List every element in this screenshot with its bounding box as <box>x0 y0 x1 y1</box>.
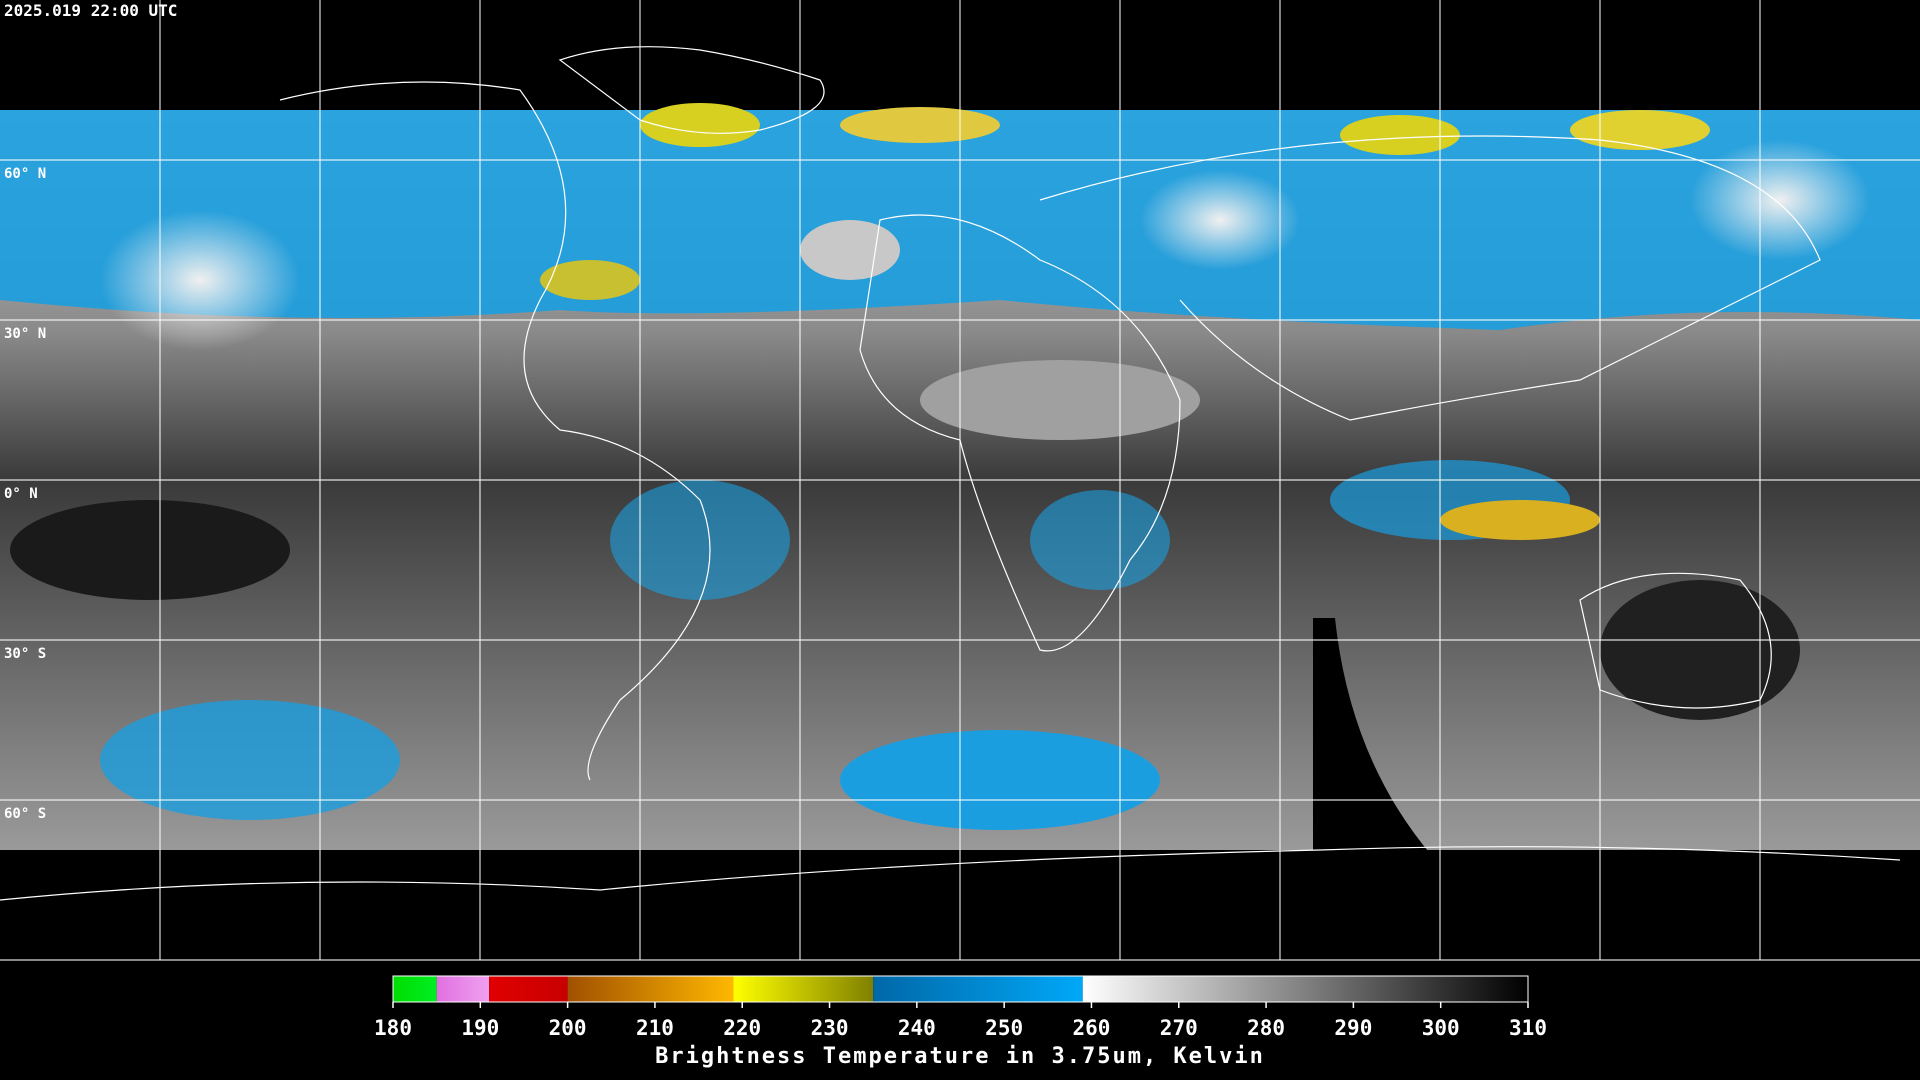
colorbar-segment <box>733 976 874 1002</box>
colorbar-caption: Brightness Temperature in 3.75um, Kelvin <box>655 1044 1265 1069</box>
colorbar-segment <box>489 976 568 1002</box>
timestamp: 2025.019 22:00 UTC <box>4 1 177 20</box>
latitude-label: 60° S <box>4 806 46 822</box>
colorbar-tick-label: 250 <box>985 1016 1023 1040</box>
colorbar-frame <box>392 975 1529 1003</box>
colorbar-segment <box>436 976 490 1002</box>
latitude-labels: 60° N 30° N 0° N 30° S 60° S <box>4 166 46 822</box>
latitude-label: 0° N <box>4 486 38 502</box>
colorbar-segment <box>393 976 437 1002</box>
colorbar-tick-label: 270 <box>1160 1016 1198 1040</box>
colorbar-tick-label: 200 <box>549 1016 587 1040</box>
colorbar-tick-label: 210 <box>636 1016 674 1040</box>
latitude-label: 30° N <box>4 326 46 342</box>
colorbar-tick-label: 260 <box>1072 1016 1110 1040</box>
latitude-label: 30° S <box>4 646 46 662</box>
colorbar-tick-label: 230 <box>811 1016 849 1040</box>
colorbar: 180 190 200 210 220 230 240 250 260 270 280 290 300 3… <box>374 975 1547 1040</box>
colorbar-tick-label: 300 <box>1422 1016 1460 1040</box>
colorbar-tick-label: 280 <box>1247 1016 1285 1040</box>
colorbar-tick-label: 290 <box>1334 1016 1372 1040</box>
colorbar-tick-label: 190 <box>461 1016 499 1040</box>
colorbar-tick-label: 240 <box>898 1016 936 1040</box>
colorbar-tick-label: 310 <box>1509 1016 1547 1040</box>
colorbar-segment <box>873 976 1083 1002</box>
graticule <box>0 0 1920 961</box>
colorbar-tick-label: 180 <box>374 1016 412 1040</box>
colorbar-tick-label: 220 <box>723 1016 761 1040</box>
colorbar-segment <box>1082 976 1528 1002</box>
colorbar-segment <box>567 976 734 1002</box>
latitude-label: 60° N <box>4 166 46 182</box>
